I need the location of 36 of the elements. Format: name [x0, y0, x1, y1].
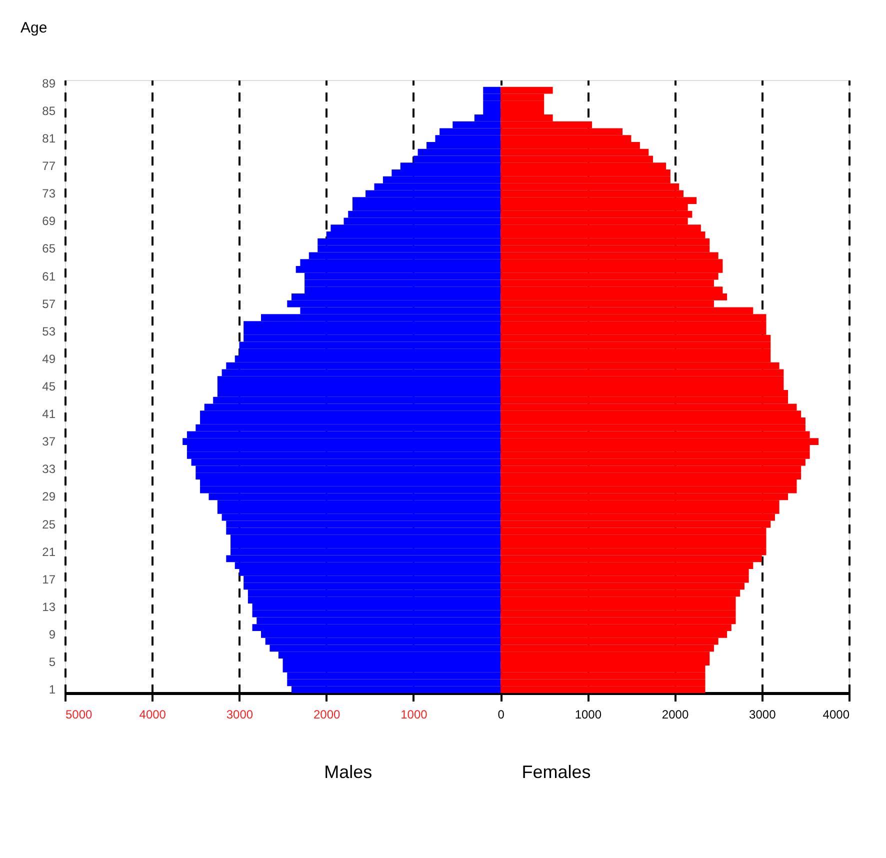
- x-tick-label: 4000: [822, 708, 850, 722]
- y-tick-label: 25: [42, 517, 56, 532]
- y-tick-label: 41: [42, 407, 56, 422]
- y-tick-label: 85: [42, 104, 56, 118]
- y-tick-label: 29: [42, 490, 56, 504]
- y-tick-label: 45: [42, 380, 56, 394]
- x-tick-label: 5000: [66, 708, 93, 722]
- y-tick-label: 65: [42, 242, 56, 256]
- y-tick-label: 53: [42, 324, 56, 338]
- y-tick-label: 61: [42, 269, 56, 284]
- x-tick-label: 1000: [400, 708, 428, 722]
- text: Females: [522, 762, 591, 782]
- y-tick-label: 81: [42, 132, 56, 146]
- y-tick-label: 69: [42, 214, 56, 228]
- x-tick-label: 2000: [313, 708, 341, 722]
- y-tick-label: 1: [48, 682, 56, 697]
- x-tick-label: 1000: [574, 708, 602, 722]
- y-tick-label: 17: [42, 572, 56, 586]
- y-axis-title: Age: [20, 20, 48, 36]
- x-tick-label: 3000: [749, 708, 776, 722]
- y-tick-label: 5: [48, 655, 56, 670]
- x-tick-label: 2000: [662, 708, 689, 722]
- x-tick-label: 4000: [139, 708, 166, 722]
- y-tick-label: 21: [42, 544, 56, 559]
- y-tick-label: 49: [42, 352, 56, 366]
- y-tick-label: 89: [42, 76, 56, 90]
- y-tick-label: 57: [42, 296, 56, 311]
- y-tick-label: 73: [42, 186, 56, 201]
- x-tick-label: 3000: [226, 708, 254, 722]
- y-tick-label: 77: [42, 159, 56, 174]
- y-tick-label: 33: [42, 462, 56, 476]
- text: Males: [324, 762, 372, 782]
- x-tick-label: 0: [498, 708, 505, 722]
- y-tick-label: 9: [48, 627, 56, 642]
- y-tick-label: 13: [42, 600, 56, 614]
- y-tick-label: 37: [42, 434, 56, 449]
